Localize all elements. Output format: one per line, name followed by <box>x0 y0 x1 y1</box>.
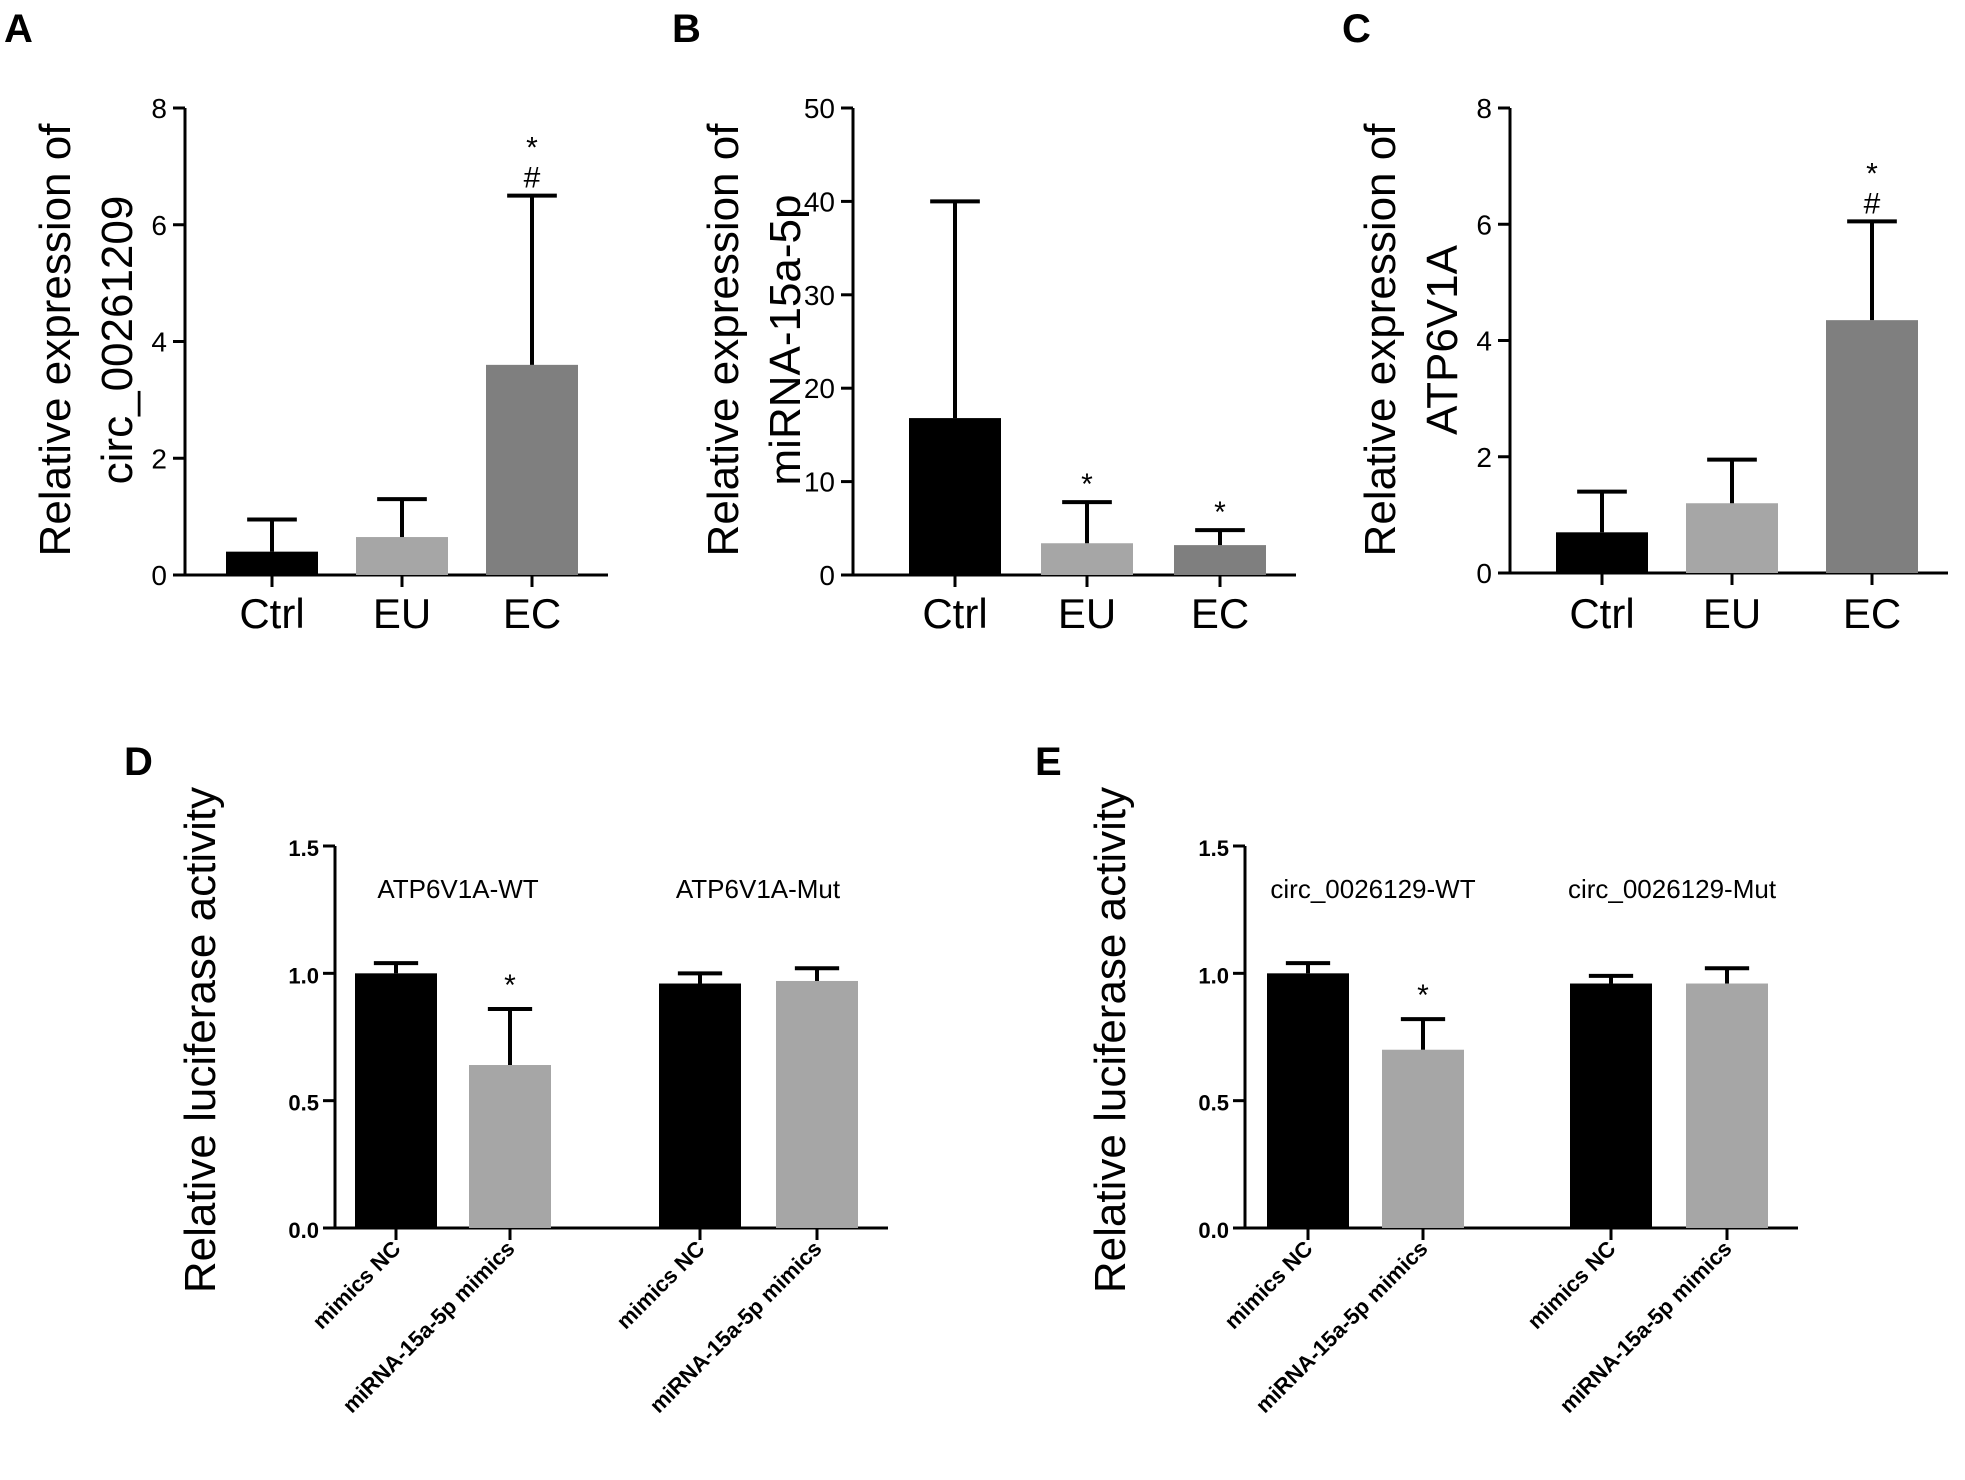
y-tick-label: 0.0 <box>288 1218 319 1243</box>
x-tick-label: mimics NC <box>1219 1236 1317 1334</box>
x-tick-label: mimics NC <box>307 1236 405 1334</box>
y-axis-label: Relative expression of circ_00261209 <box>31 123 142 557</box>
bar <box>1570 983 1652 1228</box>
y-axis-label: Relative luciferase activity <box>1086 787 1135 1293</box>
y-axis-label-line: Relative expression of <box>31 123 80 557</box>
bar <box>1556 532 1648 573</box>
y-axis-label-line: Relative expression of <box>699 123 748 557</box>
significance-mark: # <box>1864 187 1881 220</box>
y-tick-label: 1.0 <box>1198 963 1229 988</box>
group-label: circ_0026129-WT <box>1270 874 1475 904</box>
y-tick-label: 1.5 <box>288 836 319 861</box>
significance-mark: * <box>1214 496 1226 529</box>
x-tick-label: Ctrl <box>239 590 304 637</box>
bar <box>1174 545 1266 575</box>
x-tick-label: mimics NC <box>611 1236 709 1334</box>
y-axis-label-line: Relative luciferase activity <box>176 787 225 1293</box>
y-tick-label: 6 <box>1476 209 1492 240</box>
bar <box>355 973 437 1228</box>
panel-e: E Relative luciferase activity 0.0 0.5 1.0 1.… <box>1035 740 1798 1418</box>
bar <box>776 980 858 1228</box>
y-tick-label: 0 <box>1476 558 1492 589</box>
y-tick-label: 6 <box>151 210 167 241</box>
significance-mark: * <box>1081 468 1093 501</box>
y-tick-label: 2 <box>151 443 167 474</box>
panel-b: B Relative expression of miRNA-15a-5p 0 10 20… <box>672 7 1296 637</box>
y-axis-label: Relative expression of ATP6V1A <box>1356 123 1467 557</box>
y-tick-label: 30 <box>804 280 835 311</box>
panel-a: A Relative expression of circ_00261209 0 2 4 6… <box>4 7 608 637</box>
x-tick-label: mimics NC <box>1522 1236 1620 1334</box>
y-tick-label: 1.0 <box>288 963 319 988</box>
bar <box>659 983 741 1228</box>
significance-mark: # <box>524 162 541 195</box>
bar <box>226 551 318 575</box>
x-tick-label: EU <box>1703 590 1761 637</box>
bar <box>469 1065 551 1228</box>
y-axis-label: Relative luciferase activity <box>176 787 225 1293</box>
panel-letter: E <box>1035 740 1062 784</box>
y-tick-label: 0.5 <box>1198 1091 1229 1116</box>
significance-mark: * <box>1866 157 1878 190</box>
bar <box>1041 543 1133 575</box>
group-label: ATP6V1A-WT <box>377 874 538 904</box>
y-tick-label: 2 <box>1476 442 1492 473</box>
bar <box>1686 983 1768 1228</box>
y-axis-label-line: Relative expression of <box>1356 123 1405 557</box>
panel-letter: B <box>672 7 701 51</box>
panel-letter: D <box>124 740 153 784</box>
y-tick-label: 0.0 <box>1198 1218 1229 1243</box>
y-axis-label-line: Relative luciferase activity <box>1086 787 1135 1293</box>
y-axis-label-line: miRNA-15a-5p <box>761 195 810 486</box>
bar <box>909 418 1001 575</box>
y-tick-label: 4 <box>151 327 167 358</box>
x-tick-label: EU <box>1058 590 1116 637</box>
bar <box>1826 320 1918 573</box>
significance-mark: * <box>504 969 516 1002</box>
y-tick-label: 8 <box>151 93 167 124</box>
y-axis-label-line: circ_00261209 <box>93 196 142 485</box>
y-tick-label: 40 <box>804 186 835 217</box>
x-tick-label: EC <box>1191 590 1249 637</box>
bar <box>486 364 578 575</box>
y-tick-label: 1.5 <box>1198 836 1229 861</box>
group-label: ATP6V1A-Mut <box>676 874 841 904</box>
group-label: circ_0026129-Mut <box>1568 874 1777 904</box>
bar <box>1686 503 1778 573</box>
x-tick-label: EU <box>373 590 431 637</box>
panel-letter: A <box>4 7 33 51</box>
y-tick-label: 4 <box>1476 326 1492 357</box>
bar <box>1267 973 1349 1228</box>
x-tick-label: Ctrl <box>922 590 987 637</box>
bar <box>1382 1049 1464 1228</box>
significance-mark: * <box>526 132 538 165</box>
x-tick-label: EC <box>503 590 561 637</box>
x-tick-label: Ctrl <box>1569 590 1634 637</box>
y-tick-label: 0 <box>819 560 835 591</box>
y-axis-label-line: ATP6V1A <box>1418 244 1467 435</box>
x-tick-label: EC <box>1843 590 1901 637</box>
panel-c: C Relative expression of ATP6V1A 0 2 4 6 8 Ctrl E… <box>1342 7 1948 637</box>
y-tick-label: 0 <box>151 560 167 591</box>
y-tick-label: 50 <box>804 93 835 124</box>
y-tick-label: 8 <box>1476 93 1492 124</box>
y-axis-label: Relative expression of miRNA-15a-5p <box>699 123 810 557</box>
y-tick-label: 10 <box>804 467 835 498</box>
panel-letter: C <box>1342 7 1371 51</box>
y-tick-label: 0.5 <box>288 1091 319 1116</box>
y-tick-label: 20 <box>804 373 835 404</box>
panel-d: D Relative luciferase activity 0.0 0.5 1.0 1.… <box>124 740 888 1418</box>
significance-mark: * <box>1417 979 1429 1012</box>
bar <box>356 537 448 575</box>
